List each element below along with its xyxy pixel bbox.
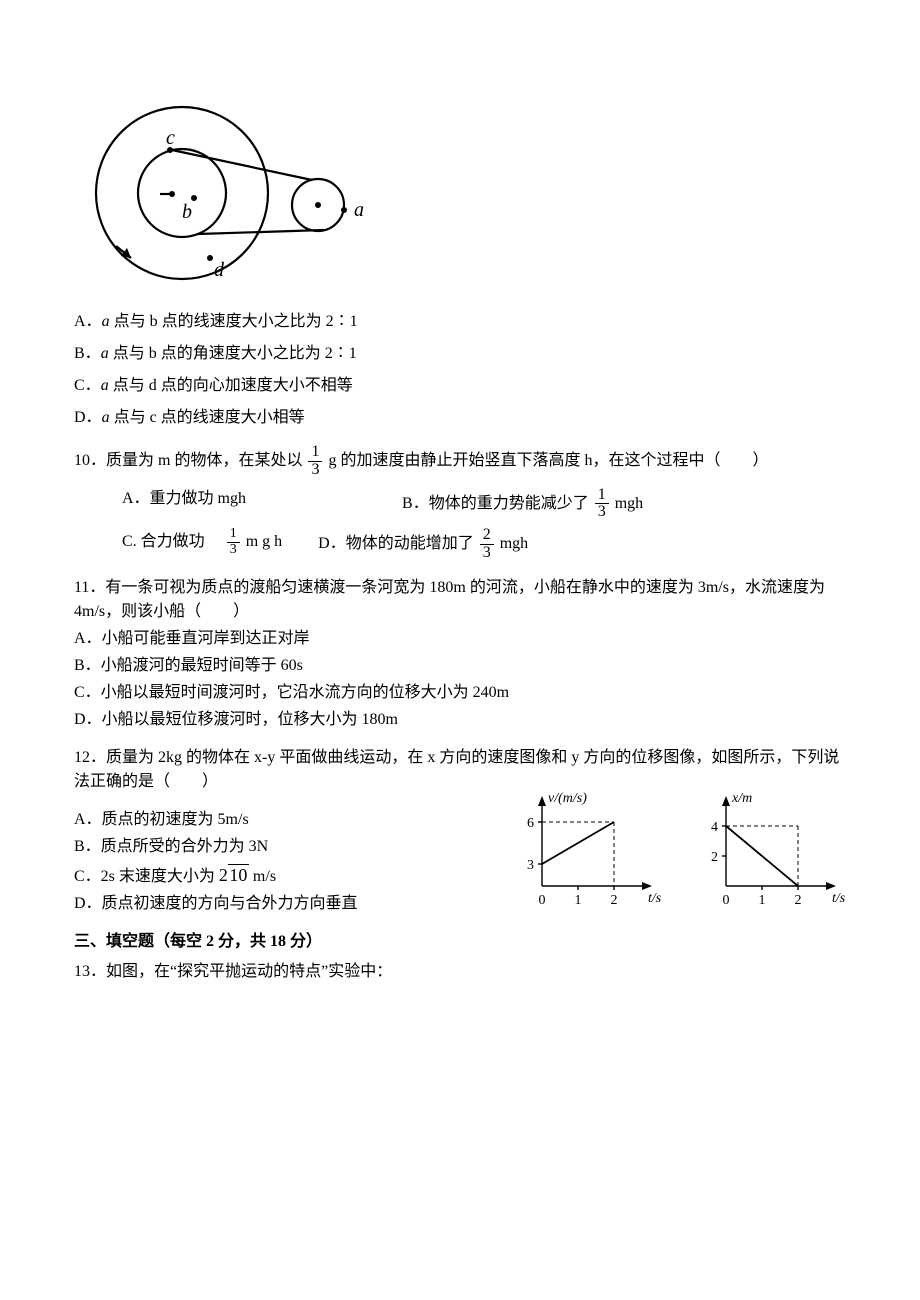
q12-c-post: m/s [249, 868, 276, 885]
q10-opt-d: D．物体的动能增加了 2 3 mgh [318, 527, 528, 562]
frac-den: 3 [595, 503, 609, 521]
q10-stem: 10．质量为 m 的物体，在某处以 1 3 g 的加速度由静止开始竖直下落高度 … [74, 444, 846, 479]
q9-opt-b: B．a 点与 b 点的角速度大小之比为 2∶1 [74, 342, 846, 366]
q10-c-post: m g h [246, 533, 282, 550]
q12-c-pre: C．2s 末速度大小为 [74, 868, 219, 885]
pulley-svg: a b c d [74, 88, 374, 288]
q13-stem: 13．如图，在“探究平抛运动的特点”实验中： [74, 960, 846, 984]
fraction-2-3: 2 3 [480, 527, 494, 562]
graph-x-t: x/m t/s 2 4 0 1 2 [696, 786, 846, 906]
fraction-1-3: 1 3 [308, 444, 322, 479]
q10-d-pre: D．物体的动能增加了 [318, 535, 478, 552]
svg-text:t/s: t/s [832, 891, 846, 906]
svg-text:v/(m/s): v/(m/s) [548, 791, 587, 806]
q12: 12．质量为 2kg 的物体在 x-y 平面做曲线运动，在 x 方向的速度图像和… [74, 746, 846, 916]
frac-den: 3 [480, 544, 494, 562]
q10-c-pre: C. 合力做功 [122, 533, 221, 550]
q10-d-post: mgh [500, 535, 528, 552]
q11-opt-b: B．小船渡河的最短时间等于 60s [74, 654, 846, 678]
svg-text:2: 2 [711, 850, 718, 865]
svg-text:3: 3 [527, 858, 534, 873]
q11-opt-a: A．小船可能垂直河岸到达正对岸 [74, 627, 846, 651]
fraction-1-3-b: 1 3 [595, 487, 609, 522]
q10-opts-row1: A．重力做功 mgh B．物体的重力势能减少了 1 3 mgh [122, 487, 846, 522]
svg-text:1: 1 [759, 893, 766, 906]
q12-c-sqrt: 2 10 [219, 865, 249, 885]
svg-text:x/m: x/m [731, 791, 752, 806]
q10-stem-pre: 10．质量为 m 的物体，在某处以 [74, 452, 306, 469]
q10-opt-a: A．重力做功 mgh [122, 487, 246, 522]
q10-opt-c: C. 合力做功 1 3 m g h [122, 527, 282, 562]
frac-num: 1 [227, 527, 240, 542]
frac-num: 1 [308, 444, 322, 461]
svg-text:t/s: t/s [648, 891, 662, 906]
svg-text:0: 0 [539, 893, 546, 906]
section-3-heading: 三、填空题（每空 2 分，共 18 分） [74, 930, 846, 954]
frac-den: 3 [227, 542, 240, 558]
q10-stem-post: g 的加速度由静止开始竖直下落高度 h，在这个过程中（ ） [328, 452, 768, 469]
svg-text:1: 1 [575, 893, 582, 906]
pulley-diagram: a b c d [74, 88, 846, 296]
q12-opts: A．质点的初速度为 5m/s B．质点所受的合外力为 3N C．2s 末速度大小… [74, 808, 514, 916]
q10: 10．质量为 m 的物体，在某处以 1 3 g 的加速度由静止开始竖直下落高度 … [74, 444, 846, 562]
svg-text:d: d [214, 259, 225, 281]
svg-text:6: 6 [527, 816, 534, 831]
q11-stem: 11．有一条可视为质点的渡船匀速横渡一条河宽为 180m 的河流，小船在静水中的… [74, 576, 846, 624]
q9-opt-d: D．a 点与 c 点的线速度大小相等 [74, 406, 846, 430]
q11-opt-c: C．小船以最短时间渡河时，它沿水流方向的位移大小为 240m [74, 681, 846, 705]
q12-opt-b: B．质点所受的合外力为 3N [74, 835, 514, 859]
frac-num: 1 [595, 487, 609, 504]
frac-den: 3 [308, 461, 322, 479]
q9-opt-a: A．a 点与 b 点的线速度大小之比为 2∶1 [74, 310, 846, 334]
q10-opts-row2: C. 合力做功 1 3 m g h D．物体的动能增加了 2 3 mgh [122, 527, 846, 562]
svg-text:a: a [354, 199, 364, 221]
svg-text:0: 0 [723, 893, 730, 906]
q9-opt-c: C．a 点与 d 点的向心加速度大小不相等 [74, 374, 846, 398]
exam-page: a b c d A．a 点与 b 点的线速度大小之比为 2∶1 B．a 点与 b 点的… [0, 0, 920, 1187]
graph-v-t: v/(m/s) t/s 3 6 0 1 2 [512, 786, 662, 906]
q11: 11．有一条可视为质点的渡船匀速横渡一条河宽为 180m 的河流，小船在静水中的… [74, 576, 846, 732]
svg-text:4: 4 [711, 820, 718, 835]
q9: A．a 点与 b 点的线速度大小之比为 2∶1 B．a 点与 b 点的角速度大小… [74, 310, 846, 430]
q10-b-pre: B．物体的重力势能减少了 [402, 495, 593, 512]
svg-text:c: c [166, 127, 175, 149]
q12-graphs: v/(m/s) t/s 3 6 0 1 2 x/m t/s 2 4 0 1 2 [512, 786, 846, 906]
svg-text:2: 2 [611, 893, 618, 906]
q10-opt-b: B．物体的重力势能减少了 1 3 mgh [402, 487, 643, 522]
q12-opt-c: C．2s 末速度大小为 2 10 m/s [74, 862, 514, 889]
fraction-1-3-c: 1 3 [227, 527, 240, 557]
svg-text:2: 2 [795, 893, 802, 906]
frac-num: 2 [480, 527, 494, 544]
q11-opt-d: D．小船以最短位移渡河时，位移大小为 180m [74, 708, 846, 732]
q10-b-post: mgh [615, 495, 643, 512]
q12-opt-a: A．质点的初速度为 5m/s [74, 808, 514, 832]
svg-text:b: b [182, 201, 192, 223]
q12-opt-d: D．质点初速度的方向与合外力方向垂直 [74, 892, 514, 916]
